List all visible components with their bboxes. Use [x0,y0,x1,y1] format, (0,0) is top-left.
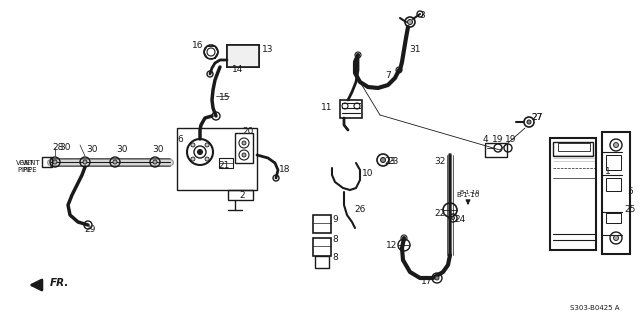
Text: FR.: FR. [50,278,69,288]
Text: B‑1‑10: B‑1‑10 [460,190,480,195]
Text: 25: 25 [624,205,636,215]
Text: 32: 32 [435,157,445,167]
Text: 11: 11 [321,102,333,112]
Bar [553,142,593,156]
Circle shape [451,217,454,219]
Bar [313,238,331,256]
Text: 21: 21 [218,161,230,169]
Bar [228,190,253,200]
Circle shape [242,153,246,157]
Bar [602,132,630,254]
Text: 7: 7 [385,71,391,80]
Circle shape [435,276,439,280]
Text: 15: 15 [220,93,231,101]
Bar [219,158,233,168]
Text: 2: 2 [239,190,245,199]
Circle shape [113,160,117,164]
Circle shape [153,160,157,164]
Text: 30: 30 [116,146,128,155]
Text: 29: 29 [84,225,96,234]
Circle shape [242,141,246,145]
Circle shape [381,157,385,162]
Text: 9: 9 [332,216,338,225]
Circle shape [408,19,413,24]
Bar [177,128,257,190]
Text: 30: 30 [152,146,164,155]
Bar [485,143,507,157]
Circle shape [205,143,209,147]
Text: 22: 22 [435,209,445,218]
Text: 13: 13 [262,45,274,54]
Text: 8: 8 [332,252,338,261]
Bar [42,157,52,167]
Text: PIPE: PIPE [18,167,32,173]
Circle shape [614,142,618,148]
Text: 20: 20 [243,127,253,135]
Text: 4: 4 [482,135,488,144]
Text: 16: 16 [192,42,204,51]
Bar [313,215,331,233]
Bar [606,213,621,223]
Bar [340,100,362,118]
Text: 12: 12 [387,241,397,251]
Text: 5: 5 [627,188,633,197]
Circle shape [205,157,209,161]
Text: PIPE: PIPE [22,167,36,173]
Bar [558,143,590,151]
Text: 8: 8 [332,236,338,245]
Text: 26: 26 [355,205,365,215]
Text: B-1-10: B-1-10 [456,192,479,198]
Text: VENT: VENT [16,160,35,166]
Circle shape [527,120,531,124]
Circle shape [198,149,202,155]
Text: 28: 28 [52,143,64,153]
Text: 27: 27 [531,114,543,122]
Text: 1: 1 [605,168,611,176]
Bar [235,133,253,163]
Text: 23: 23 [387,157,399,167]
Text: 30: 30 [60,143,71,153]
Text: 10: 10 [362,169,374,177]
Text: S303-B0425 A: S303-B0425 A [570,305,620,311]
Bar [606,155,621,170]
Text: 14: 14 [232,66,244,74]
Circle shape [191,157,195,161]
Text: 3: 3 [419,11,425,20]
Bar [550,138,596,250]
Text: 24: 24 [454,216,466,225]
Circle shape [191,143,195,147]
Text: 17: 17 [421,278,433,287]
Circle shape [53,160,57,164]
Text: 27: 27 [531,114,543,122]
Text: 19: 19 [492,135,504,144]
Bar [606,178,621,191]
Text: 30: 30 [86,146,98,155]
Text: VENT: VENT [22,160,40,166]
Bar [315,256,329,268]
Text: 23: 23 [384,157,396,167]
Circle shape [614,236,618,240]
Bar [227,45,259,67]
Text: 18: 18 [279,165,291,175]
Text: 6: 6 [177,135,183,144]
Text: 31: 31 [409,45,420,54]
Circle shape [83,160,87,164]
Text: 19: 19 [505,135,516,144]
